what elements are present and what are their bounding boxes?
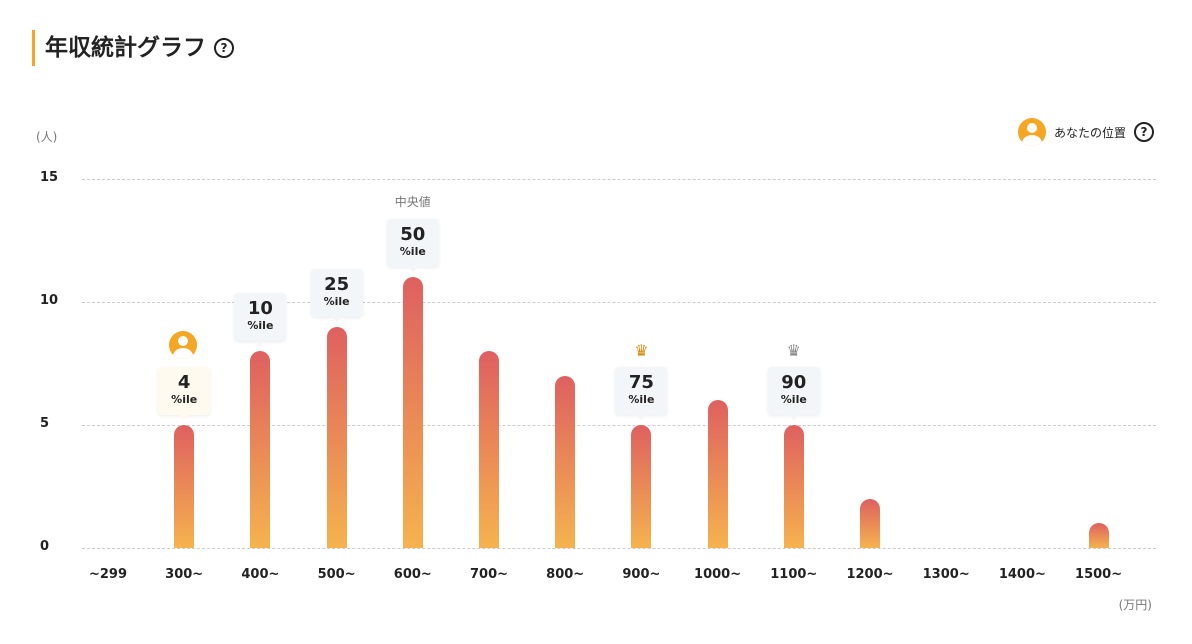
x-tick-label: 1200~ — [846, 567, 894, 582]
bar — [707, 400, 728, 548]
bar — [479, 351, 499, 548]
percentile-suffix: %ile — [399, 245, 426, 259]
gridline — [82, 548, 1156, 549]
help-icon[interactable]: ? — [1134, 122, 1154, 142]
percentile-value: 4 — [177, 372, 191, 393]
title-text: 年収統計グラフ — [45, 35, 206, 61]
y-tick-label: 5 — [40, 416, 50, 431]
percentile-suffix: %ile — [171, 393, 198, 406]
percentile-label: 75 %ile — [615, 367, 668, 420]
x-tick-label: 700~ — [469, 567, 509, 582]
median-label: 中央値 — [394, 195, 431, 210]
x-tick-label: 500~ — [317, 567, 356, 582]
x-tick-label: 1000~ — [694, 567, 742, 582]
y-tick-label: 0 — [40, 539, 50, 554]
x-axis-label: (万円) — [1118, 598, 1152, 612]
percentile-suffix: %ile — [628, 393, 655, 406]
legend: あなたの位置? — [1017, 118, 1154, 146]
gold-crown-icon: ♛ — [634, 341, 649, 360]
bar — [860, 498, 880, 548]
percentile-suffix: %ile — [780, 393, 807, 406]
percentile-label: 10 %ile — [234, 293, 287, 347]
bar — [250, 351, 271, 548]
gridline — [82, 302, 1156, 303]
x-tick-label: 1500~ — [1075, 567, 1123, 582]
percentile-value: 75 — [628, 372, 654, 393]
percentile-value: 50 — [400, 224, 426, 246]
percentile-suffix: %ile — [247, 319, 274, 333]
y-tick-label: 15 — [40, 170, 59, 185]
percentile-value: 25 — [324, 273, 350, 295]
x-tick-label: 1400~ — [998, 567, 1046, 582]
y-axis-label: (人) — [36, 130, 58, 144]
y-tick-label: 10 — [40, 293, 59, 308]
percentile-label: 90 %ile — [767, 367, 820, 420]
help-icon[interactable]: ? — [214, 38, 234, 58]
gridline — [82, 179, 1156, 180]
bar — [555, 375, 576, 548]
percentile-value: 10 — [247, 298, 273, 320]
user-avatar-icon — [1017, 118, 1046, 146]
page-title: 年収統計グラフ? — [32, 30, 234, 66]
percentile-label: 50 %ile — [386, 219, 439, 273]
percentile-label: 25 %ile — [310, 268, 363, 322]
x-tick-label: 600~ — [393, 567, 432, 582]
percentile-suffix: %ile — [323, 294, 350, 308]
x-tick-label: 1100~ — [770, 567, 818, 582]
x-tick-label: 800~ — [546, 567, 585, 582]
x-tick-label: 300~ — [165, 567, 204, 582]
silver-crown-icon: ♛ — [786, 341, 801, 360]
percentile-value: 90 — [781, 372, 807, 393]
bar — [631, 425, 652, 548]
gridline — [82, 425, 1156, 426]
bar — [402, 277, 423, 548]
legend-label: あなたの位置 — [1053, 125, 1126, 140]
x-tick-label: ~299 — [88, 567, 128, 582]
x-tick-label: 1300~ — [922, 567, 970, 582]
bar — [783, 425, 804, 548]
x-tick-label: 900~ — [622, 567, 661, 582]
bar — [1088, 523, 1109, 548]
x-tick-label: 400~ — [241, 567, 280, 582]
bar — [326, 326, 347, 548]
percentile-label: 4 %ile — [158, 367, 211, 420]
user-position-icon — [169, 331, 198, 359]
bar — [174, 425, 195, 548]
